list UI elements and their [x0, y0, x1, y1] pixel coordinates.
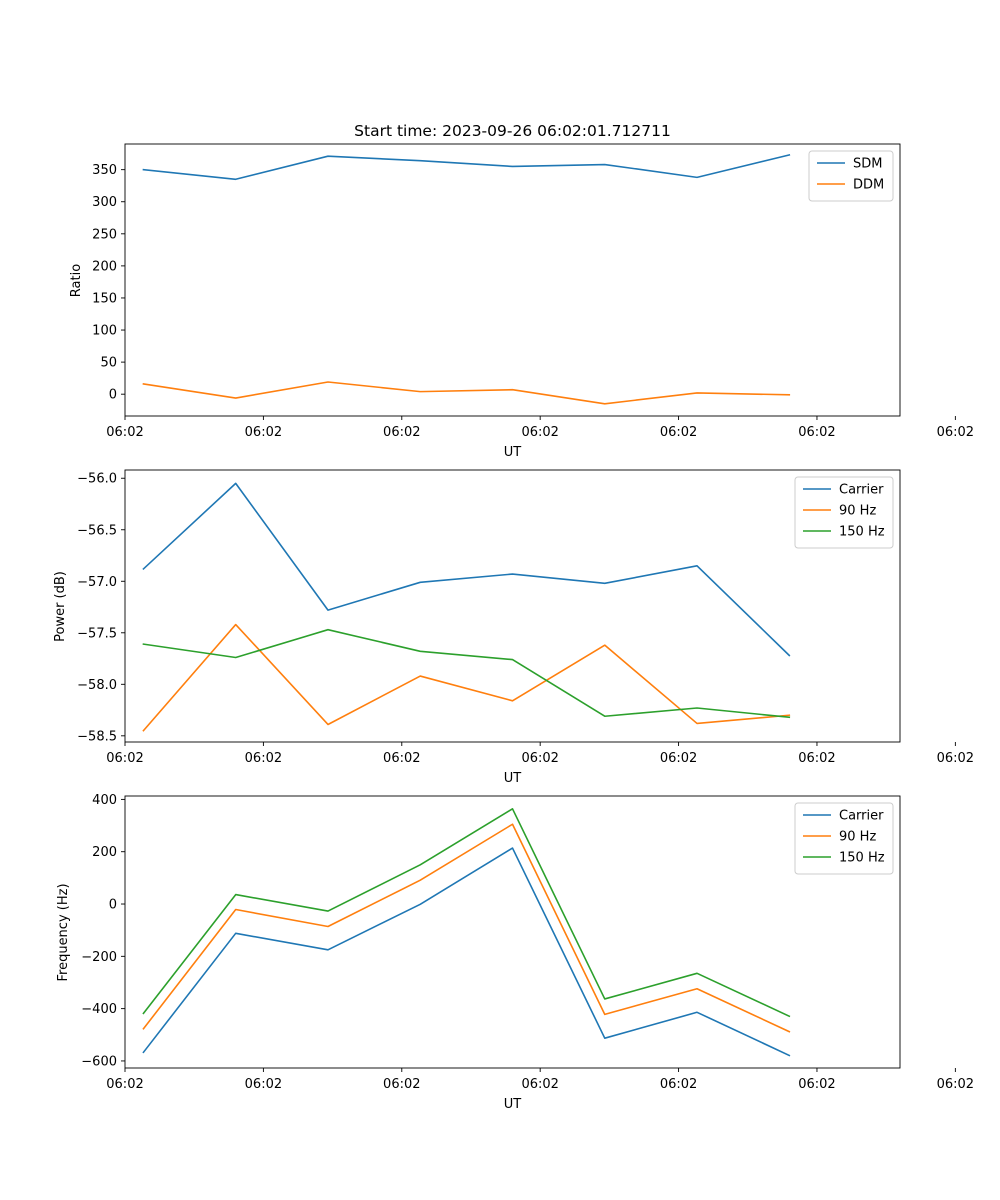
power-xtick-label: 06:02	[521, 751, 558, 766]
power-ytick-label: −57.0	[77, 575, 117, 590]
ratio-xtick-label: 06:02	[106, 425, 143, 440]
frequency-axes-frame	[124, 795, 901, 1069]
ratio-xtick-label: 06:02	[383, 425, 420, 440]
ratio-plot-area: 06:02 06:02 06:02 06:02 06:02 06:02 06:02 0 50 10…	[92, 143, 974, 440]
power-legend-label-150-hz: 150 Hz	[839, 525, 885, 540]
power-series-150-hz-line	[142, 628, 791, 719]
frequency-ytick-label: 0	[109, 898, 117, 913]
ratio-panel: 06:02 06:02 06:02 06:02 06:02 06:02 06:02 0 50 10…	[69, 143, 974, 460]
frequency-ytick-label: 400	[92, 793, 117, 808]
power-ylabel: Power (dB)	[53, 571, 68, 642]
ratio-xtick-label: 06:02	[245, 425, 282, 440]
power-legend-label-90-hz: 90 Hz	[839, 504, 876, 519]
frequency-legend: Carrier 90 Hz 150 Hz	[794, 802, 894, 875]
ratio-legend-label-sdm: SDM	[853, 157, 882, 172]
power-ytick-label: −58.5	[77, 729, 117, 744]
power-panel: 06:02 06:02 06:02 06:02 06:02 06:02 06:02 −56.0…	[53, 469, 974, 786]
frequency-xlabel: UT	[504, 1097, 522, 1112]
power-xtick-label: 06:02	[660, 751, 697, 766]
frequency-legend-label-150-hz: 150 Hz	[839, 851, 885, 866]
ratio-xtick-label: 06:02	[937, 425, 974, 440]
ratio-legend-label-ddm: DDM	[853, 178, 884, 193]
ratio-ylabel: Ratio	[69, 264, 84, 297]
ratio-xtick-label: 06:02	[798, 425, 835, 440]
power-xtick-label: 06:02	[937, 751, 974, 766]
ratio-legend: SDM DDM	[808, 150, 894, 202]
frequency-xtick-label: 06:02	[383, 1077, 420, 1092]
ratio-series-ddm-line	[142, 381, 791, 405]
power-ytick-label: −56.0	[77, 472, 117, 487]
power-plot-area: 06:02 06:02 06:02 06:02 06:02 06:02 06:02 −56.0…	[77, 469, 974, 766]
ratio-ytick-label: 50	[100, 356, 117, 371]
frequency-ytick-label: 200	[92, 845, 117, 860]
frequency-xtick-label: 06:02	[106, 1077, 143, 1092]
ratio-ytick-label: 350	[92, 163, 117, 178]
power-xlabel: UT	[504, 771, 522, 786]
frequency-series-90-hz-line	[142, 823, 791, 1033]
power-series-carrier-line	[142, 482, 791, 657]
frequency-legend-label-carrier: Carrier	[839, 809, 884, 824]
frequency-series-150-hz-line	[142, 808, 791, 1018]
frequency-xtick-label: 06:02	[798, 1077, 835, 1092]
ratio-axes-frame	[124, 143, 901, 417]
power-xtick-label: 06:02	[383, 751, 420, 766]
power-series-90-hz-line	[142, 623, 791, 732]
frequency-ytick-label: −200	[81, 950, 117, 965]
frequency-plot-area: 06:02 06:02 06:02 06:02 06:02 06:02 06:02 400 20…	[81, 793, 974, 1092]
figure-title: Start time: 2023-09-26 06:02:01.712711	[354, 122, 671, 140]
ratio-ytick-label: 0	[109, 388, 117, 403]
power-xtick-label: 06:02	[245, 751, 282, 766]
ratio-xlabel: UT	[504, 445, 522, 460]
ratio-ytick-label: 200	[92, 259, 117, 274]
power-xtick-label: 06:02	[798, 751, 835, 766]
ratio-xtick-label: 06:02	[660, 425, 697, 440]
frequency-xtick-label: 06:02	[937, 1077, 974, 1092]
frequency-series-carrier-line	[142, 847, 791, 1057]
ratio-ytick-label: 100	[92, 324, 117, 339]
ratio-ytick-label: 250	[92, 227, 117, 242]
ratio-series-sdm-line	[142, 153, 791, 181]
frequency-ylabel: Frequency (Hz)	[56, 883, 71, 981]
frequency-xtick-label: 06:02	[521, 1077, 558, 1092]
ratio-ytick-label: 300	[92, 195, 117, 210]
power-ytick-label: −56.5	[77, 523, 117, 538]
frequency-ytick-label: −400	[81, 1002, 117, 1017]
power-xtick-label: 06:02	[106, 751, 143, 766]
frequency-xtick-label: 06:02	[245, 1077, 282, 1092]
frequency-panel: 06:02 06:02 06:02 06:02 06:02 06:02 06:02 400 20…	[56, 793, 974, 1112]
power-legend: Carrier 90 Hz 150 Hz	[794, 476, 894, 549]
power-ytick-label: −58.0	[77, 678, 117, 693]
ratio-ytick-label: 150	[92, 291, 117, 306]
power-ytick-label: −57.5	[77, 626, 117, 641]
frequency-ytick-label: −600	[81, 1054, 117, 1069]
frequency-xtick-label: 06:02	[660, 1077, 697, 1092]
power-axes-frame	[124, 469, 901, 743]
power-legend-label-carrier: Carrier	[839, 483, 884, 498]
frequency-legend-label-90-hz: 90 Hz	[839, 830, 876, 845]
ratio-xtick-label: 06:02	[521, 425, 558, 440]
